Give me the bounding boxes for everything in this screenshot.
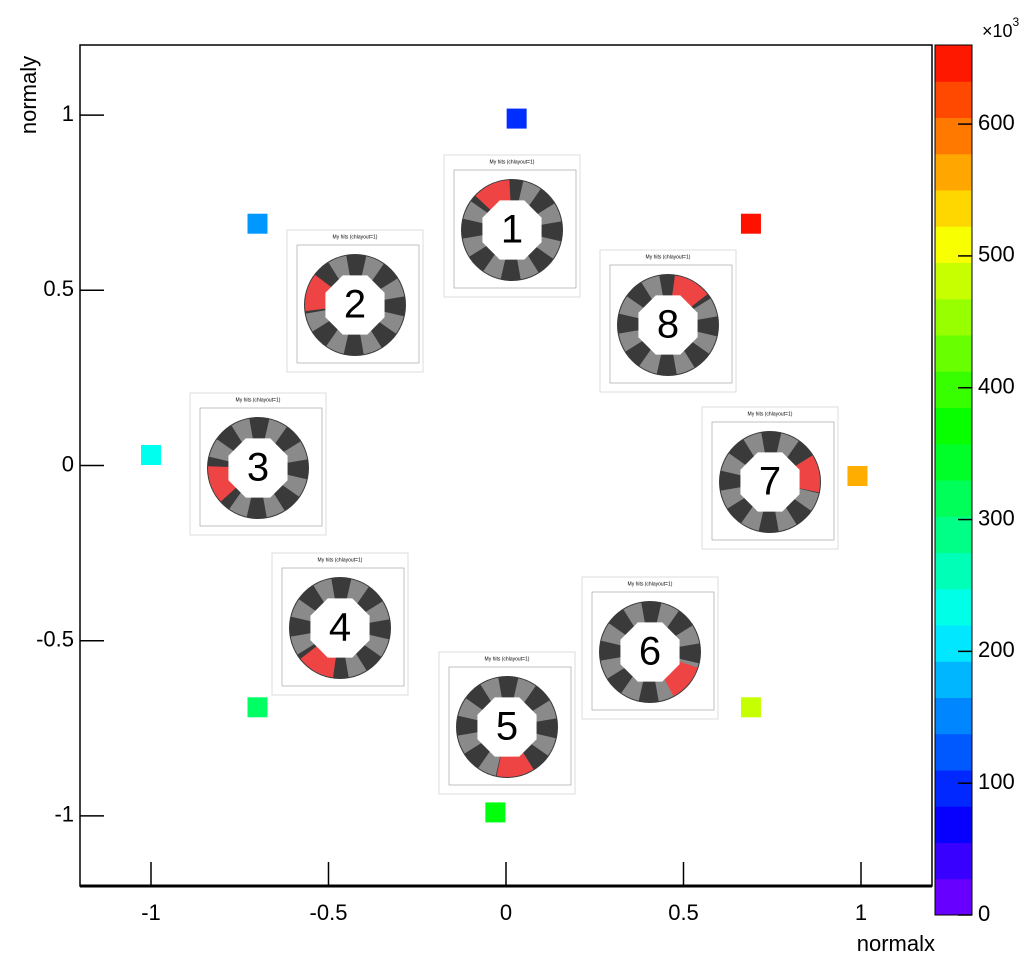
x-axis-label: normalx	[857, 931, 935, 956]
colorbar-band	[935, 879, 972, 916]
inset: My hits (chlayout=1) 1	[444, 155, 580, 297]
colorbar-band	[935, 408, 972, 445]
z-tick-label: 600	[978, 110, 1015, 135]
point	[141, 445, 161, 465]
colorbar-band	[935, 553, 972, 590]
y-tick-label: 0.5	[43, 276, 74, 301]
point	[485, 802, 505, 822]
point	[507, 109, 527, 129]
colorbar-band	[935, 226, 972, 263]
colorbar-band	[935, 81, 972, 118]
inset: My hits (chlayout=1) 2	[287, 230, 423, 372]
inset-number: 7	[759, 460, 781, 504]
x-tick-label: 1	[855, 900, 867, 925]
colorbar-band	[935, 335, 972, 372]
inset: My hits (chlayout=1) 5	[439, 652, 575, 794]
inset-number: 8	[657, 303, 679, 347]
inset-title: My hits (chlayout=1)	[646, 254, 691, 260]
colorbar-band	[935, 661, 972, 698]
inset-number: 2	[344, 283, 366, 327]
x-tick-label: -0.5	[310, 900, 348, 925]
z-multiplier: ×103	[982, 15, 1020, 41]
inset: My hits (chlayout=1) 3	[190, 393, 326, 535]
colorbar-band	[935, 444, 972, 481]
colorbar-band	[935, 589, 972, 626]
z-tick-label: 300	[978, 505, 1015, 530]
inset-title: My hits (chlayout=1)	[490, 159, 535, 165]
point	[248, 697, 268, 717]
z-tick-label: 100	[978, 769, 1015, 794]
colorbar-band	[935, 698, 972, 735]
z-tick-label: 200	[978, 637, 1015, 662]
inset-title: My hits (chlayout=1)	[318, 557, 363, 563]
inset-number: 6	[639, 630, 661, 674]
colorbar-band	[935, 299, 972, 336]
z-tick-label: 500	[978, 242, 1015, 267]
point	[741, 214, 761, 234]
colorbar-band	[935, 516, 972, 553]
y-tick-label: 0	[62, 451, 74, 476]
inset-title: My hits (chlayout=1)	[748, 411, 793, 417]
colorbar-band	[935, 154, 972, 191]
inset-number: 3	[247, 446, 269, 490]
point	[847, 466, 867, 486]
inset-number: 4	[329, 606, 351, 650]
colorbar-band	[935, 371, 972, 408]
inset-title: My hits (chlayout=1)	[485, 656, 530, 662]
colorbar-band	[935, 190, 972, 227]
x-tick-label: -1	[141, 900, 161, 925]
inset: My hits (chlayout=1) 6	[582, 577, 718, 719]
colorbar-band	[935, 118, 972, 155]
inset-number: 1	[501, 208, 523, 252]
inset: My hits (chlayout=1) 4	[272, 553, 408, 695]
colorbar-band	[935, 45, 972, 82]
inset-title: My hits (chlayout=1)	[628, 581, 673, 587]
colorbar-band	[935, 734, 972, 771]
colorbar-band	[935, 806, 972, 843]
inset-number: 5	[496, 705, 518, 749]
inset: My hits (chlayout=1) 8	[600, 250, 736, 392]
colorbar-band	[935, 480, 972, 517]
colorbar-band	[935, 263, 972, 300]
inset-title: My hits (chlayout=1)	[333, 234, 378, 240]
z-tick-label: 0	[978, 901, 990, 926]
y-tick-label: 1	[62, 101, 74, 126]
y-tick-label: -1	[54, 802, 74, 827]
chart: normalx normaly ×103 -1-0.500.51-1-0.500…	[0, 0, 1029, 965]
inset-title: My hits (chlayout=1)	[236, 397, 281, 403]
y-tick-label: -0.5	[36, 627, 74, 652]
inset: My hits (chlayout=1) 7	[702, 407, 838, 549]
colorbar-band	[935, 770, 972, 807]
y-axis-label: normaly	[16, 56, 41, 134]
point	[741, 697, 761, 717]
x-tick-label: 0.5	[668, 900, 699, 925]
z-multiplier-exponent: 3	[1013, 15, 1020, 29]
colorbar-band	[935, 625, 972, 662]
x-tick-label: 0	[500, 900, 512, 925]
point	[248, 214, 268, 234]
z-tick-label: 400	[978, 374, 1015, 399]
colorbar-band	[935, 843, 972, 880]
z-multiplier-base: ×10	[982, 21, 1013, 41]
